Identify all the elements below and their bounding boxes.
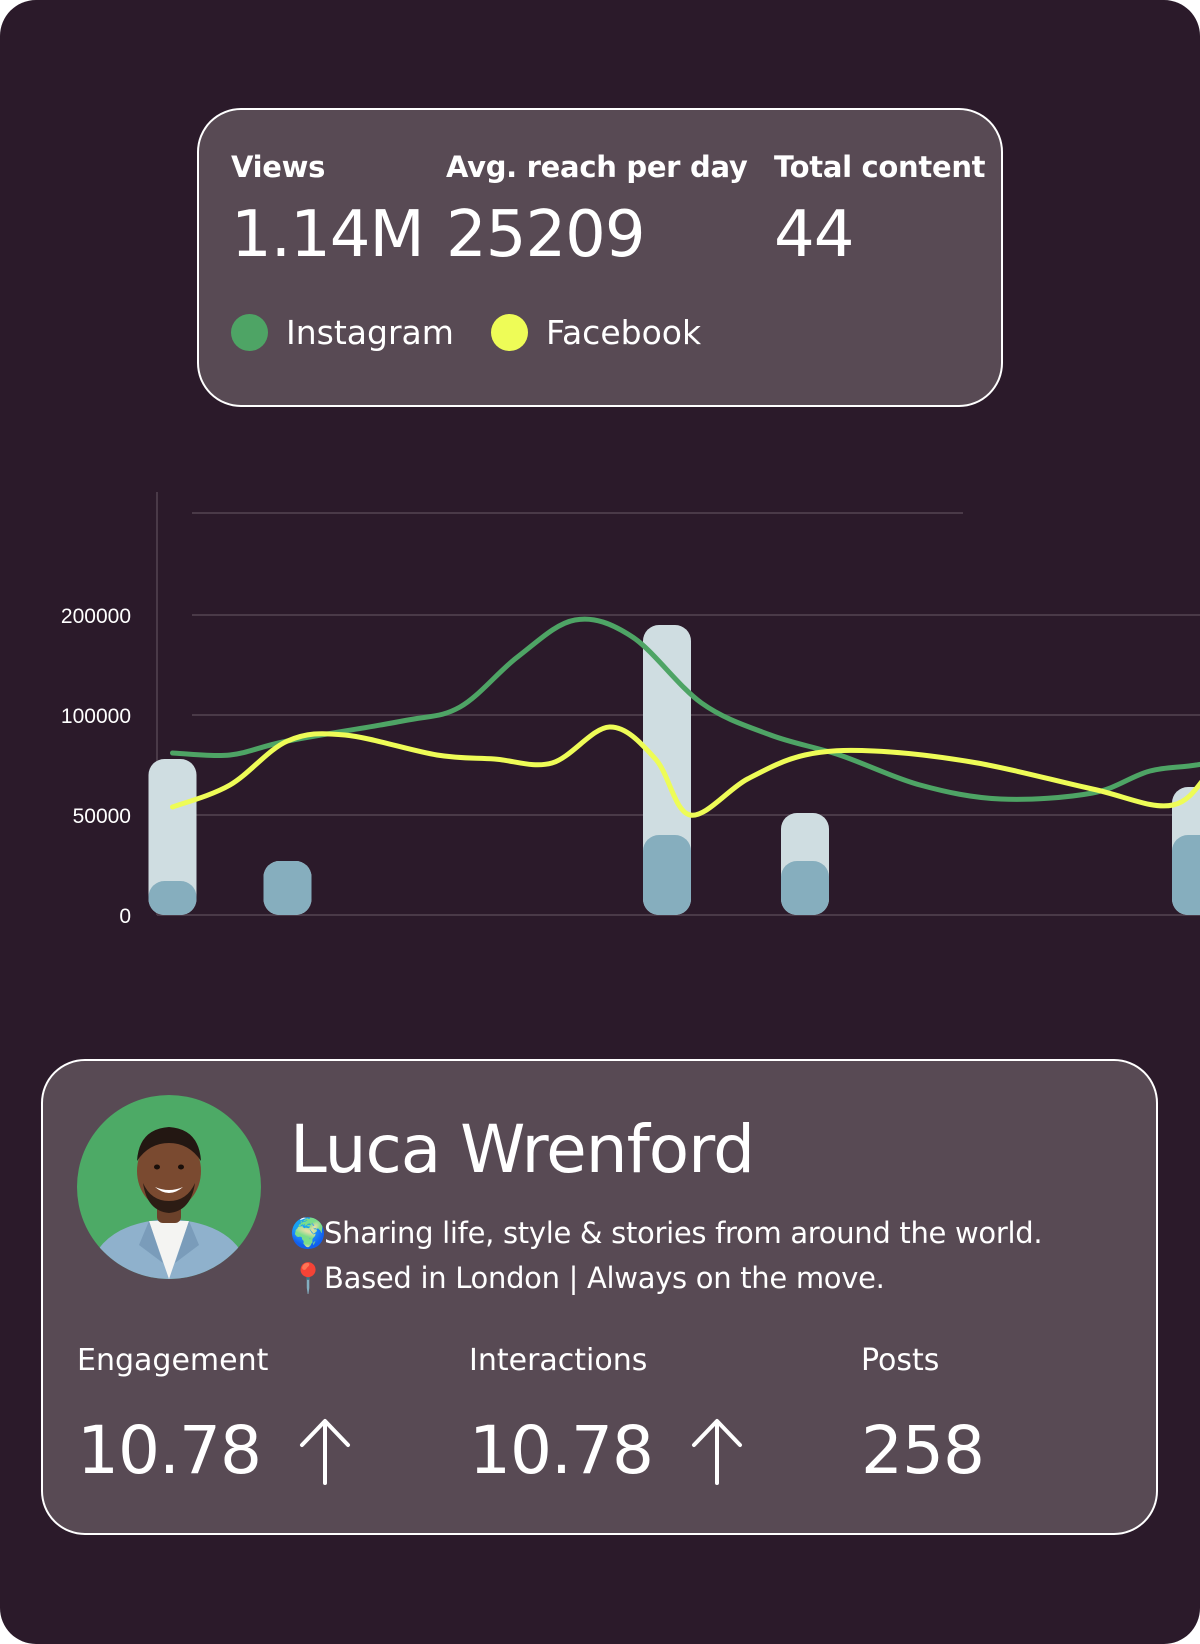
bio-line: 🌍Sharing life, style & stories from arou… xyxy=(290,1216,1043,1251)
metric-value: 10.78 xyxy=(469,1412,654,1489)
stats-card: Views 1.14M Avg. reach per day 25209 Tot… xyxy=(197,108,1003,407)
stat-value: 1.14M xyxy=(231,198,425,272)
profile-name: Luca Wrenford xyxy=(290,1111,755,1188)
stat-views: Views 1.14M xyxy=(231,150,425,272)
person-avatar-icon xyxy=(87,1127,251,1279)
y-tick-label: 0 xyxy=(119,905,131,928)
metric-value: 10.78 xyxy=(77,1412,262,1489)
stat-label: Total content xyxy=(774,150,986,184)
legend-facebook[interactable]: Facebook xyxy=(491,313,701,352)
series-line-facebook xyxy=(170,724,1200,818)
metric-label: Interactions xyxy=(469,1343,648,1378)
metric-label: Posts xyxy=(861,1343,940,1378)
bio-text: Based in London | Always on the move. xyxy=(324,1261,885,1295)
avatar[interactable] xyxy=(77,1095,261,1279)
bar-inner xyxy=(263,861,312,915)
metric-label: Engagement xyxy=(77,1343,269,1378)
stat-label: Avg. reach per day xyxy=(446,150,748,184)
bar-inner xyxy=(643,835,691,915)
legend-instagram[interactable]: Instagram xyxy=(231,313,454,352)
metric-engagement: Engagement 10.78 xyxy=(77,1343,353,1489)
legend-label: Instagram xyxy=(286,313,454,352)
bar-total xyxy=(148,759,197,915)
pin-icon: 📍 xyxy=(290,1261,326,1295)
bio-text: Sharing life, style & stories from aroun… xyxy=(324,1216,1043,1250)
metric-posts: Posts 258 xyxy=(861,1343,985,1489)
bar-inner xyxy=(148,881,197,915)
globe-icon: 🌍 xyxy=(290,1216,326,1250)
bar-inner xyxy=(781,861,829,915)
profile-card: Luca Wrenford 🌍Sharing life, style & sto… xyxy=(41,1059,1158,1535)
metric-interactions: Interactions 10.78 xyxy=(469,1343,745,1489)
y-tick-label: 50000 xyxy=(73,805,131,828)
stat-avg-reach: Avg. reach per day 25209 xyxy=(446,150,748,272)
facebook-dot-icon xyxy=(491,314,528,351)
legend-label: Facebook xyxy=(546,313,702,352)
stat-label: Views xyxy=(231,150,326,184)
y-tick-label: 200000 xyxy=(61,605,131,628)
metric-value: 258 xyxy=(861,1412,985,1489)
stat-value: 25209 xyxy=(446,198,646,272)
stat-value: 44 xyxy=(774,198,854,272)
instagram-dot-icon xyxy=(231,314,268,351)
bio-line: 📍Based in London | Always on the move. xyxy=(290,1261,885,1296)
up-arrow-icon xyxy=(691,1418,742,1485)
series-line-instagram xyxy=(170,616,1200,802)
views-chart: 0 50000 100000 200000 xyxy=(61,492,1200,928)
stat-total-content: Total content 44 xyxy=(774,150,986,272)
y-tick-label: 100000 xyxy=(61,705,131,728)
bar-inner xyxy=(1172,835,1200,915)
up-arrow-icon xyxy=(299,1418,350,1485)
